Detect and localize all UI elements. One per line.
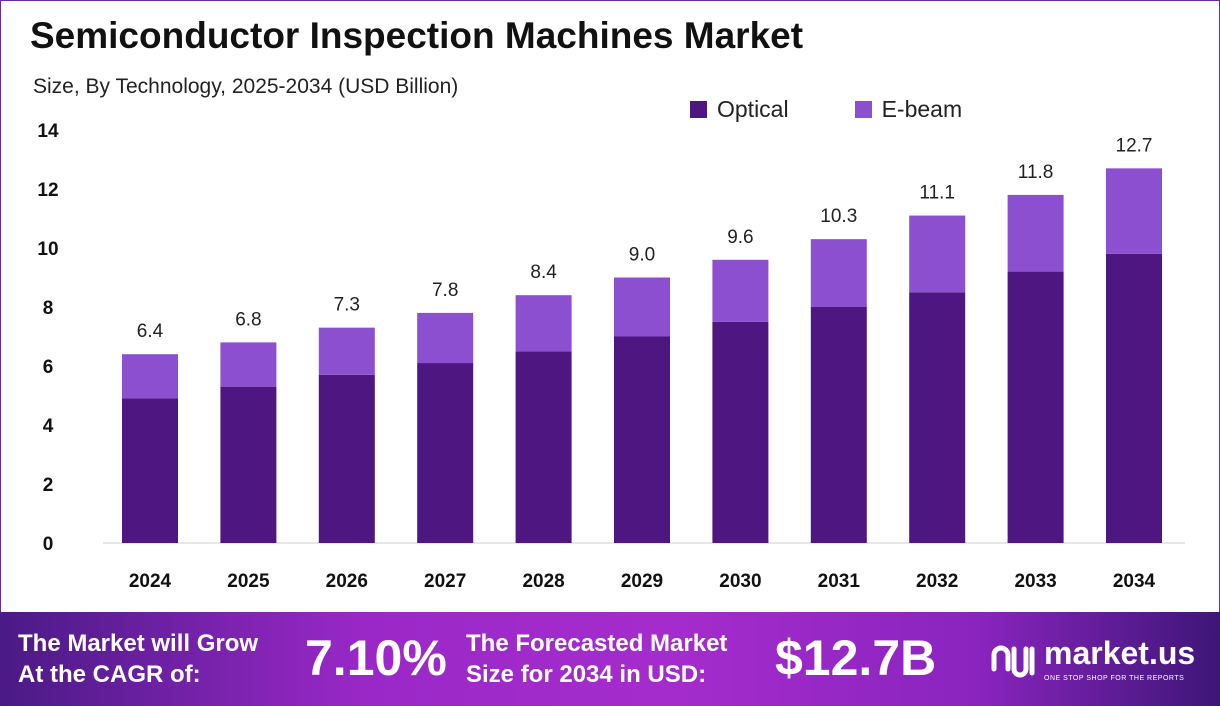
y-tick-label: 4	[43, 416, 54, 437]
x-tick-label: 2030	[719, 571, 761, 592]
x-tick-label: 2034	[1113, 571, 1156, 592]
cagr-value: 7.10%	[305, 630, 447, 686]
x-tick-label: 2026	[326, 571, 368, 592]
y-tick-label: 2	[43, 475, 54, 496]
x-tick-label: 2028	[522, 571, 564, 592]
y-tick-label: 8	[43, 298, 54, 319]
bar-ebeam-2029	[614, 277, 670, 337]
legend-item-optical: Optical	[690, 96, 789, 122]
legend: Optical E-beam	[690, 96, 962, 122]
bar-ebeam-2032	[909, 215, 966, 293]
logo-name: market.us	[1044, 635, 1196, 671]
data-label: 9.0	[629, 245, 655, 266]
marketus-logo: market.us ONE STOP SHOP FOR THE REPORTS	[990, 634, 1195, 683]
bar-optical-2030	[712, 321, 769, 543]
chart-subtitle: Size, By Technology, 2025-2034 (USD Bill…	[33, 75, 459, 98]
legend-swatch-optical	[690, 100, 707, 118]
bar-ebeam-2033	[1007, 194, 1064, 272]
y-tick-label: 6	[43, 357, 54, 378]
x-tick-label: 2027	[424, 571, 466, 592]
data-label: 8.4	[530, 262, 557, 283]
y-tick-label: 10	[37, 239, 58, 260]
bar-ebeam-2024	[122, 354, 178, 399]
data-label: 6.4	[137, 321, 164, 342]
bar-optical-2027	[417, 363, 474, 543]
bar-ebeam-2028	[515, 295, 572, 352]
data-label: 9.6	[727, 227, 753, 248]
bar-optical-2028	[515, 351, 572, 543]
logo-icon	[991, 645, 1035, 677]
bar-ebeam-2026	[318, 327, 375, 375]
y-tick-label: 0	[43, 534, 54, 555]
legend-label: Optical	[717, 96, 789, 122]
x-tick-label: 2029	[621, 571, 663, 592]
y-tick-label: 12	[37, 180, 58, 201]
legend-item-ebeam: E-beam	[854, 96, 963, 122]
bar-optical-2024	[122, 398, 178, 543]
chart-plot: 0 2 4 6 8 10 12 14 6.4 2024 6.8 2025 7.3 2026 7.8 2027 8…	[37, 121, 1185, 592]
data-label: 10.3	[820, 206, 857, 227]
forecast-label: The Forecasted Market Size for 2034 in U…	[466, 630, 728, 688]
bar-ebeam-2027	[417, 312, 474, 364]
bar-optical-2026	[318, 374, 375, 543]
data-label: 7.3	[334, 295, 360, 316]
footer-banner: The Market will Grow At the CAGR of: 7.1…	[0, 612, 1220, 706]
y-tick-label: 14	[37, 121, 59, 142]
bar-optical-2029	[614, 336, 670, 543]
bar-ebeam-2025	[220, 342, 277, 387]
forecast-value: $12.7B	[775, 630, 937, 686]
data-label: 7.8	[432, 280, 458, 301]
bar-ebeam-2030	[712, 259, 769, 322]
x-tick-label: 2025	[227, 571, 270, 592]
bar-optical-2032	[909, 292, 966, 543]
x-tick-label: 2031	[818, 571, 861, 592]
bar-optical-2025	[220, 386, 277, 543]
data-label: 6.8	[235, 309, 261, 330]
x-tick-label: 2024	[129, 571, 172, 592]
legend-swatch-ebeam	[854, 100, 872, 118]
chart-title: Semiconductor Inspection Machines Market	[30, 15, 804, 56]
legend-label: E-beam	[881, 96, 963, 122]
logo-tagline: ONE STOP SHOP FOR THE REPORTS	[1044, 675, 1185, 682]
x-tick-label: 2032	[916, 571, 958, 592]
data-label: 11.8	[1018, 162, 1054, 183]
bar-ebeam-2034	[1106, 168, 1162, 254]
cagr-label: The Market will Grow At the CAGR of:	[18, 630, 259, 688]
bar-ebeam-2031	[810, 239, 867, 307]
data-label: 11.1	[919, 183, 955, 204]
x-tick-label: 2033	[1014, 571, 1056, 592]
bar-optical-2033	[1007, 271, 1064, 543]
bar-optical-2031	[810, 307, 867, 543]
bar-optical-2034	[1106, 253, 1162, 543]
data-label: 12.7	[1116, 135, 1153, 156]
